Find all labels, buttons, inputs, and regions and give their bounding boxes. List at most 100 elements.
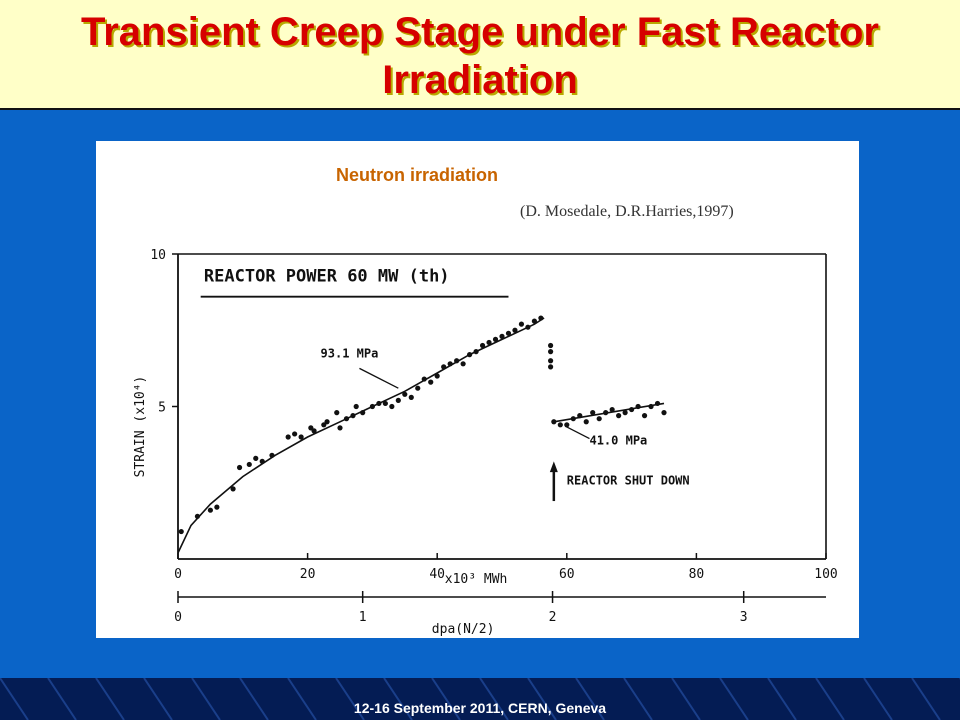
fit-curve-41mpa xyxy=(553,402,665,423)
data-point-41mpa xyxy=(661,410,667,416)
data-point-41mpa xyxy=(570,416,576,422)
secondary-tick-label: 3 xyxy=(740,610,748,625)
footer: 12-16 September 2011, CERN, Geneva xyxy=(0,678,960,720)
data-point-93mpa xyxy=(479,342,486,349)
data-point-93mpa xyxy=(311,428,317,434)
secondary-tick-label: 1 xyxy=(359,610,367,625)
data-point-93mpa xyxy=(350,413,356,419)
data-point-93mpa xyxy=(505,330,512,336)
data-point-93mpa xyxy=(269,452,275,458)
data-point-41mpa xyxy=(616,413,622,419)
data-point-93mpa xyxy=(486,339,492,346)
secondary-tick-label: 0 xyxy=(174,610,182,625)
data-point-93mpa xyxy=(382,400,388,407)
data-point-93mpa xyxy=(298,434,304,440)
data-point-93mpa xyxy=(334,410,340,416)
data-point-41mpa xyxy=(577,413,583,419)
data-point-93mpa xyxy=(460,361,466,367)
y-tick-label: 10 xyxy=(150,248,166,263)
shutdown-arrow-head xyxy=(549,461,558,473)
data-point-93mpa xyxy=(499,333,505,339)
curve-label-41mpa: 41.0 MPa xyxy=(589,434,647,448)
data-point-93mpa xyxy=(415,385,421,391)
x-axis-label: x10³ MWh xyxy=(445,572,508,587)
data-point-93mpa xyxy=(548,358,554,364)
data-point-41mpa xyxy=(654,400,661,407)
data-point-41mpa xyxy=(648,403,654,410)
data-point-41mpa xyxy=(551,419,557,425)
data-point-93mpa xyxy=(246,461,252,468)
data-point-93mpa xyxy=(343,416,350,422)
data-point-41mpa xyxy=(583,419,589,425)
x-tick-label: 100 xyxy=(814,567,837,582)
curve-leader-41mpa xyxy=(565,425,590,440)
data-point-93mpa xyxy=(538,315,544,321)
data-point-93mpa xyxy=(525,324,531,330)
data-point-93mpa xyxy=(337,425,343,431)
data-point-41mpa xyxy=(609,406,615,413)
data-point-41mpa xyxy=(629,406,635,413)
title-bar: Transient Creep Stage under Fast Reactor… xyxy=(0,0,960,110)
data-point-93mpa xyxy=(512,327,518,333)
data-point-93mpa xyxy=(360,410,366,416)
data-point-93mpa xyxy=(321,422,327,428)
data-point-93mpa xyxy=(548,342,554,349)
data-point-41mpa xyxy=(564,422,570,428)
x-tick-label: 20 xyxy=(300,567,316,582)
secondary-tick-label: 2 xyxy=(549,610,557,625)
x-tick-label: 40 xyxy=(429,567,445,582)
footer-pattern xyxy=(0,678,960,720)
footer-text: 12-16 September 2011, CERN, Geneva xyxy=(353,700,607,716)
data-point-93mpa xyxy=(408,394,414,400)
secondary-axis-label: dpa(N/2) xyxy=(432,622,495,637)
data-point-41mpa xyxy=(635,403,641,410)
figure-citation: (D. Mosedale, D.R.Harries,1997) xyxy=(520,203,734,220)
slide-title: Transient Creep Stage under Fast Reactor… xyxy=(80,10,879,102)
data-point-93mpa xyxy=(492,336,499,342)
data-point-93mpa xyxy=(253,455,259,461)
data-point-93mpa xyxy=(376,400,382,407)
data-point-93mpa xyxy=(454,358,460,364)
data-point-93mpa xyxy=(473,349,479,355)
data-point-93mpa xyxy=(292,431,298,437)
x-tick-label: 60 xyxy=(559,567,575,582)
data-point-93mpa xyxy=(531,318,537,324)
curve-label-93mpa: 93.1 MPa xyxy=(321,347,379,361)
figure-heading: Neutron irradiation xyxy=(336,165,499,185)
data-point-93mpa xyxy=(395,397,401,403)
data-point-93mpa xyxy=(194,513,201,519)
data-point-93mpa xyxy=(447,361,453,367)
data-point-41mpa xyxy=(596,416,602,422)
data-point-93mpa xyxy=(285,434,291,440)
data-point-93mpa xyxy=(402,391,408,397)
data-point-93mpa xyxy=(236,464,243,471)
data-point-93mpa xyxy=(434,373,440,379)
data-point-93mpa xyxy=(353,403,359,410)
data-point-41mpa xyxy=(590,410,596,416)
data-point-93mpa xyxy=(548,349,554,355)
x-tick-label: 80 xyxy=(689,567,705,582)
data-point-41mpa xyxy=(603,410,609,416)
y-tick-label: 5 xyxy=(158,401,166,416)
data-point-93mpa xyxy=(518,321,525,327)
data-point-93mpa xyxy=(259,458,265,464)
data-point-93mpa xyxy=(324,419,330,425)
data-point-41mpa xyxy=(641,413,648,419)
data-point-41mpa xyxy=(622,410,628,416)
x-tick-label: 0 xyxy=(174,567,182,582)
data-point-93mpa xyxy=(207,507,213,513)
data-point-93mpa xyxy=(421,376,427,382)
data-point-93mpa xyxy=(467,352,473,358)
data-point-93mpa xyxy=(428,379,434,385)
y-axis-label: STRAIN (x10⁴) xyxy=(133,376,148,478)
fit-curve-93mpa xyxy=(177,317,545,554)
data-point-93mpa xyxy=(389,403,395,410)
panel-title: REACTOR POWER 60 MW (th) xyxy=(204,266,450,286)
data-point-93mpa xyxy=(308,425,314,431)
curve-leader-93mpa xyxy=(359,367,399,389)
data-point-93mpa xyxy=(230,486,236,492)
data-point-41mpa xyxy=(557,422,563,428)
data-point-93mpa xyxy=(441,364,447,370)
figure-panel: 5 10 0 20 40 60 80 100 x10³ MWh 0 1 2 3 dpa(N/2) STRAI… xyxy=(96,141,859,638)
